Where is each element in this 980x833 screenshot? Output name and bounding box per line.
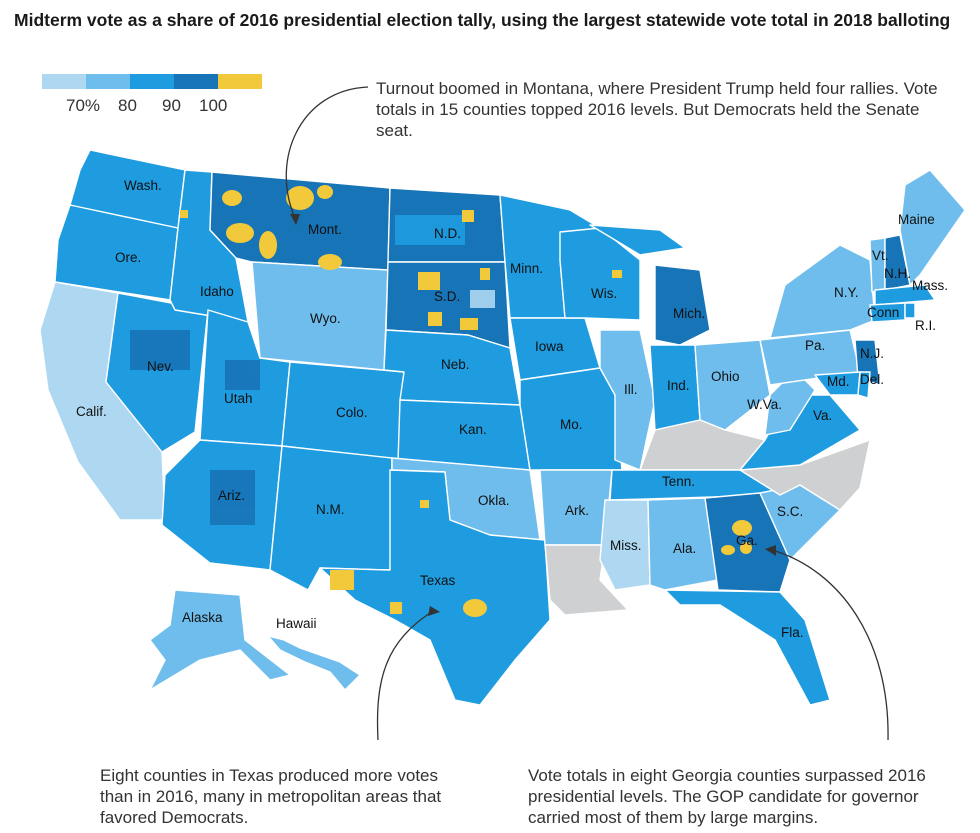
label-ga: Ga. (736, 533, 758, 548)
label-wis: Wis. (591, 286, 617, 301)
label-hawaii: Hawaii (276, 616, 317, 631)
legend-label-100: 100 (199, 96, 228, 115)
state-alabama (647, 497, 719, 591)
label-utah: Utah (224, 391, 253, 406)
label-sd: S.D. (434, 289, 460, 304)
label-ala: Ala. (673, 541, 696, 556)
label-idaho: Idaho (200, 284, 234, 299)
arrow-georgia (771, 549, 889, 741)
label-nd: N.D. (434, 226, 461, 241)
label-ariz: Ariz. (218, 488, 245, 503)
state-florida (664, 589, 831, 706)
state-michigan (654, 264, 711, 346)
annotation-montana: Turnout boomed in Montana, where Preside… (376, 79, 938, 140)
legend-label-70: 70% (66, 96, 101, 115)
state-north-carolina (739, 439, 871, 511)
legend-swatch-5 (218, 74, 262, 89)
state-illinois (599, 329, 656, 471)
label-wyo: Wyo. (310, 311, 341, 326)
state-alaska (149, 589, 291, 691)
label-md: Md. (827, 374, 850, 389)
label-va: Va. (813, 408, 832, 423)
annotation-texas: Eight counties in Texas produced more vo… (100, 766, 442, 827)
label-sc: S.C. (777, 504, 803, 519)
label-maine: Maine (898, 212, 935, 227)
arrow-montana (285, 86, 369, 219)
state-oregon (54, 204, 179, 301)
label-calif: Calif. (76, 404, 107, 419)
label-ny: N.Y. (834, 285, 859, 300)
label-ind: Ind. (667, 378, 690, 393)
label-alaska: Alaska (182, 610, 223, 625)
state-massachusetts (874, 284, 936, 306)
legend-swatch-2 (86, 74, 130, 89)
label-pa: Pa. (805, 338, 825, 353)
label-nh: N.H. (884, 266, 911, 281)
label-nev: Nev. (147, 359, 174, 374)
state-mississippi (599, 499, 651, 591)
label-wash: Wash. (124, 178, 162, 193)
state-connecticut (869, 302, 906, 323)
state-new-york (769, 244, 876, 339)
label-neb: Neb. (441, 357, 470, 372)
label-mont: Mont. (308, 222, 342, 237)
state-ohio (694, 339, 771, 431)
state-hawaii (267, 635, 361, 691)
state-delaware (857, 371, 871, 399)
label-fla: Fla. (781, 625, 804, 640)
label-tenn: Tenn. (662, 474, 695, 489)
label-ore: Ore. (115, 250, 141, 265)
legend-label-90: 90 (162, 96, 181, 115)
label-ohio: Ohio (711, 369, 740, 384)
label-ill: Ill. (624, 382, 638, 397)
label-mass: Mass. (912, 278, 948, 293)
legend-swatch-4 (174, 74, 218, 89)
label-colo: Colo. (336, 405, 368, 420)
map-title: Midterm vote as a share of 2016 presiden… (14, 10, 951, 30)
state-rhode-island (904, 302, 916, 319)
label-conn: Conn (867, 305, 899, 320)
label-ri: R.I. (915, 318, 936, 333)
label-kan: Kan. (459, 422, 487, 437)
label-miss: Miss. (610, 538, 642, 553)
state-michigan-up (589, 224, 686, 256)
annotation-georgia: Vote totals in eight Georgia counties su… (528, 766, 926, 827)
legend-label-80: 80 (118, 96, 137, 115)
label-wva: W.Va. (747, 397, 782, 412)
label-nm: N.M. (316, 502, 345, 517)
state-maine (899, 169, 966, 286)
label-okla: Okla. (478, 493, 510, 508)
legend-swatch-1 (42, 74, 86, 89)
label-mich: Mich. (673, 306, 705, 321)
label-del: Del. (860, 372, 884, 387)
label-mo: Mo. (560, 417, 583, 432)
legend-swatch-3 (130, 74, 174, 89)
counties-above-100 (180, 185, 752, 617)
arrow-texas (376, 609, 436, 741)
label-nj: N.J. (860, 346, 884, 361)
label-texas: Texas (420, 573, 456, 588)
label-iowa: Iowa (535, 339, 564, 354)
state-vermont (869, 237, 886, 293)
label-vt: Vt. (872, 248, 889, 263)
label-ark: Ark. (565, 503, 589, 518)
label-minn: Minn. (510, 261, 543, 276)
